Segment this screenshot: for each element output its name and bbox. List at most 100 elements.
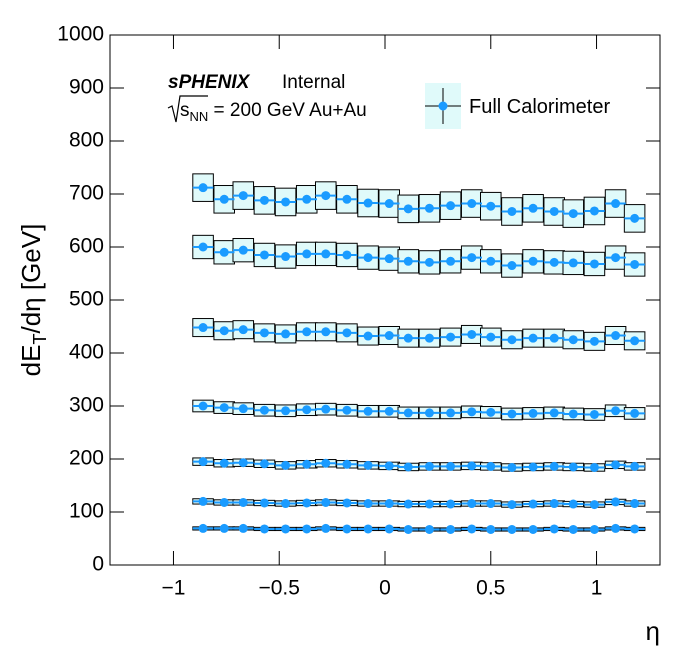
point xyxy=(238,191,248,201)
point xyxy=(219,497,229,507)
point xyxy=(342,459,352,469)
point xyxy=(507,500,517,510)
point xyxy=(238,325,248,335)
point xyxy=(219,458,229,468)
point xyxy=(528,408,538,418)
point xyxy=(446,499,456,509)
legend-label: Full Calorimeter xyxy=(469,96,610,118)
point xyxy=(611,253,621,263)
point xyxy=(528,333,538,343)
point xyxy=(446,256,456,266)
point xyxy=(611,497,621,507)
point xyxy=(384,331,394,341)
point xyxy=(446,332,456,342)
point xyxy=(342,405,352,415)
point xyxy=(528,462,538,472)
point xyxy=(363,253,373,263)
y-title-sub: T xyxy=(30,334,50,345)
point xyxy=(467,461,477,471)
y-axis-title: dET/dη [GeV] xyxy=(16,224,50,377)
point xyxy=(630,259,640,269)
series xyxy=(192,399,646,421)
point xyxy=(363,331,373,341)
point xyxy=(281,329,291,339)
point xyxy=(363,406,373,416)
point xyxy=(321,458,331,468)
point xyxy=(549,408,559,418)
point xyxy=(424,461,434,471)
point xyxy=(630,408,640,418)
point xyxy=(384,254,394,264)
point xyxy=(611,460,621,470)
point xyxy=(259,498,269,508)
point xyxy=(528,203,538,213)
point xyxy=(467,499,477,509)
point xyxy=(302,498,312,508)
point xyxy=(424,524,434,534)
point xyxy=(589,500,599,510)
point xyxy=(467,524,477,534)
point xyxy=(486,407,496,417)
point xyxy=(198,457,208,467)
point xyxy=(403,204,413,214)
point xyxy=(342,194,352,204)
point xyxy=(219,403,229,413)
series xyxy=(192,457,646,472)
x-tick-label: −1 xyxy=(161,577,185,600)
point xyxy=(302,524,312,534)
point xyxy=(363,460,373,470)
point xyxy=(198,242,208,252)
legend-marker xyxy=(438,101,448,111)
point xyxy=(446,408,456,418)
point xyxy=(507,409,517,419)
point xyxy=(198,401,208,411)
point xyxy=(486,201,496,211)
series xyxy=(192,318,646,351)
point xyxy=(321,249,331,259)
point xyxy=(589,259,599,269)
point xyxy=(467,253,477,263)
point xyxy=(424,499,434,509)
point xyxy=(589,336,599,346)
point xyxy=(321,327,331,337)
point xyxy=(549,461,559,471)
point xyxy=(589,409,599,419)
point xyxy=(611,406,621,416)
point xyxy=(321,191,331,201)
point xyxy=(302,327,312,337)
point xyxy=(342,328,352,338)
point xyxy=(363,524,373,534)
point xyxy=(342,498,352,508)
point xyxy=(446,461,456,471)
series xyxy=(192,173,646,233)
y-tick-label: 300 xyxy=(69,394,104,417)
point xyxy=(507,261,517,271)
point xyxy=(281,460,291,470)
point xyxy=(302,405,312,415)
point xyxy=(486,256,496,266)
sqrt-sign xyxy=(167,95,208,123)
y-title-a: dE xyxy=(16,345,46,377)
point xyxy=(549,524,559,534)
point xyxy=(321,404,331,414)
point xyxy=(363,499,373,509)
point xyxy=(259,328,269,338)
point xyxy=(403,499,413,509)
point xyxy=(467,199,477,209)
point xyxy=(424,408,434,418)
series xyxy=(192,496,646,510)
point xyxy=(589,462,599,472)
experiment-label: sPHENIX xyxy=(168,72,251,93)
point xyxy=(549,499,559,509)
point xyxy=(403,408,413,418)
point xyxy=(403,462,413,472)
plot-frame xyxy=(109,34,661,566)
point xyxy=(384,406,394,416)
point xyxy=(568,524,578,534)
status-label: Internal xyxy=(282,72,345,93)
point xyxy=(384,524,394,534)
point xyxy=(630,499,640,509)
point xyxy=(238,523,248,533)
point xyxy=(219,247,229,257)
